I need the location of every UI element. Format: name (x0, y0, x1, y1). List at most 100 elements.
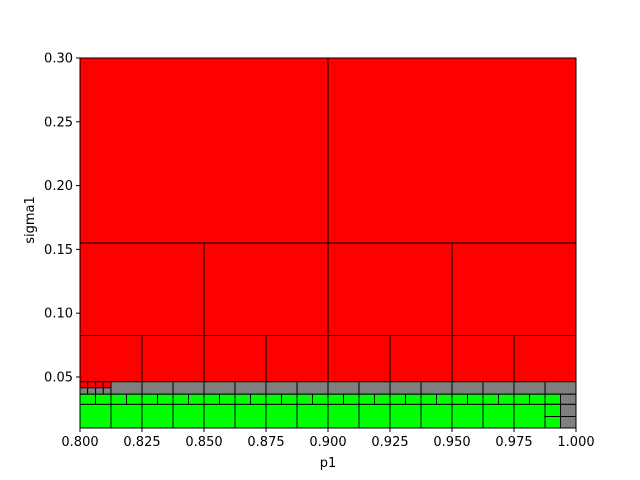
cell-green (234, 393, 251, 405)
cell-red (513, 335, 577, 383)
cell-gray (451, 381, 484, 395)
cell-green (513, 403, 546, 429)
cell-gray (389, 381, 422, 395)
cell-red (79, 335, 143, 383)
cell-green (172, 403, 205, 429)
cell-gray (203, 381, 236, 395)
cell-gray (358, 381, 391, 395)
cell-gray (95, 387, 104, 395)
cell-gray (265, 381, 298, 395)
cell-gray (296, 381, 329, 395)
y-tick-label: 0.15 (44, 243, 73, 258)
cell-green (544, 416, 561, 429)
cell-green (312, 393, 329, 405)
cell-red (327, 57, 577, 244)
cell-green (95, 393, 112, 405)
cell-green (343, 393, 360, 405)
cell-red (79, 381, 89, 389)
cell-green (544, 393, 561, 405)
cell-green (389, 403, 422, 429)
x-axis-ticks: 0.800 0.825 0.850 0.875 0.900 0.925 0.950 0.975… (61, 428, 595, 450)
cell-green (203, 403, 236, 429)
cell-gray (327, 381, 360, 395)
cell-green (420, 403, 453, 429)
cell-green (405, 393, 422, 405)
x-tick-label: 0.850 (185, 435, 222, 450)
cell-green (420, 393, 437, 405)
x-tick-label: 0.875 (247, 435, 284, 450)
cell-green (358, 393, 375, 405)
cell-gray (172, 381, 205, 395)
cell-gray (102, 387, 112, 395)
cell-green (79, 393, 96, 405)
cell-gray (560, 393, 577, 405)
cell-green (219, 393, 236, 405)
cell-red (87, 381, 97, 389)
x-tick-label: 0.925 (371, 435, 408, 450)
x-tick-label: 0.950 (433, 435, 470, 450)
cell-gray (420, 381, 453, 395)
cell-red (203, 335, 267, 383)
cell-red (203, 242, 329, 336)
cell-green (436, 393, 453, 405)
cell-red (451, 335, 515, 383)
cell-green (296, 393, 313, 405)
y-axis-ticks: 0.05 0.10 0.15 0.20 0.25 0.30 (44, 52, 80, 385)
cell-gray (513, 381, 546, 395)
x-tick-label: 0.975 (495, 435, 532, 450)
y-tick-label: 0.30 (44, 52, 73, 67)
cell-green (79, 403, 112, 429)
cell-gray (234, 381, 267, 395)
x-tick-label: 0.825 (123, 435, 160, 450)
x-tick-label: 0.800 (61, 435, 98, 450)
cell-red (265, 335, 329, 383)
cell-green (250, 393, 267, 405)
cell-green (482, 393, 499, 405)
y-tick-label: 0.05 (44, 370, 73, 385)
cell-gray (79, 387, 89, 395)
cell-green (327, 393, 344, 405)
cell-gray (544, 381, 577, 395)
cell-gray (110, 381, 143, 395)
cell-green (529, 393, 546, 405)
cell-green (389, 393, 406, 405)
cell-green (157, 393, 174, 405)
y-tick-label: 0.20 (44, 179, 73, 194)
cell-green (513, 393, 530, 405)
cell-green (451, 393, 468, 405)
cell-red (389, 335, 453, 383)
cell-green (110, 403, 143, 429)
cell-red (95, 381, 104, 389)
cell-red (451, 242, 577, 336)
cell-green (281, 393, 298, 405)
cell-green (234, 403, 267, 429)
cell-green (327, 403, 360, 429)
cell-green (498, 393, 515, 405)
cell-green (126, 393, 143, 405)
cell-red (79, 242, 205, 336)
x-tick-label: 0.900 (309, 435, 346, 450)
cell-green (451, 403, 484, 429)
y-tick-label: 0.10 (44, 307, 73, 322)
cell-red (102, 381, 112, 389)
cell-green (172, 393, 189, 405)
cell-gray (482, 381, 515, 395)
cell-green (110, 393, 127, 405)
y-tick-label: 0.25 (44, 115, 73, 130)
cell-red (327, 242, 453, 336)
cell-green (203, 393, 220, 405)
cell-gray (87, 387, 97, 395)
cell-green (265, 393, 282, 405)
cell-green (467, 393, 484, 405)
cell-green (544, 403, 561, 418)
x-tick-label: 1.000 (557, 435, 594, 450)
cell-green (296, 403, 329, 429)
cell-grid (79, 57, 577, 429)
cell-red (79, 57, 329, 244)
cell-green (141, 393, 158, 405)
cell-green (188, 393, 205, 405)
cell-red (141, 335, 205, 383)
cell-green (265, 403, 298, 429)
cell-green (358, 403, 391, 429)
